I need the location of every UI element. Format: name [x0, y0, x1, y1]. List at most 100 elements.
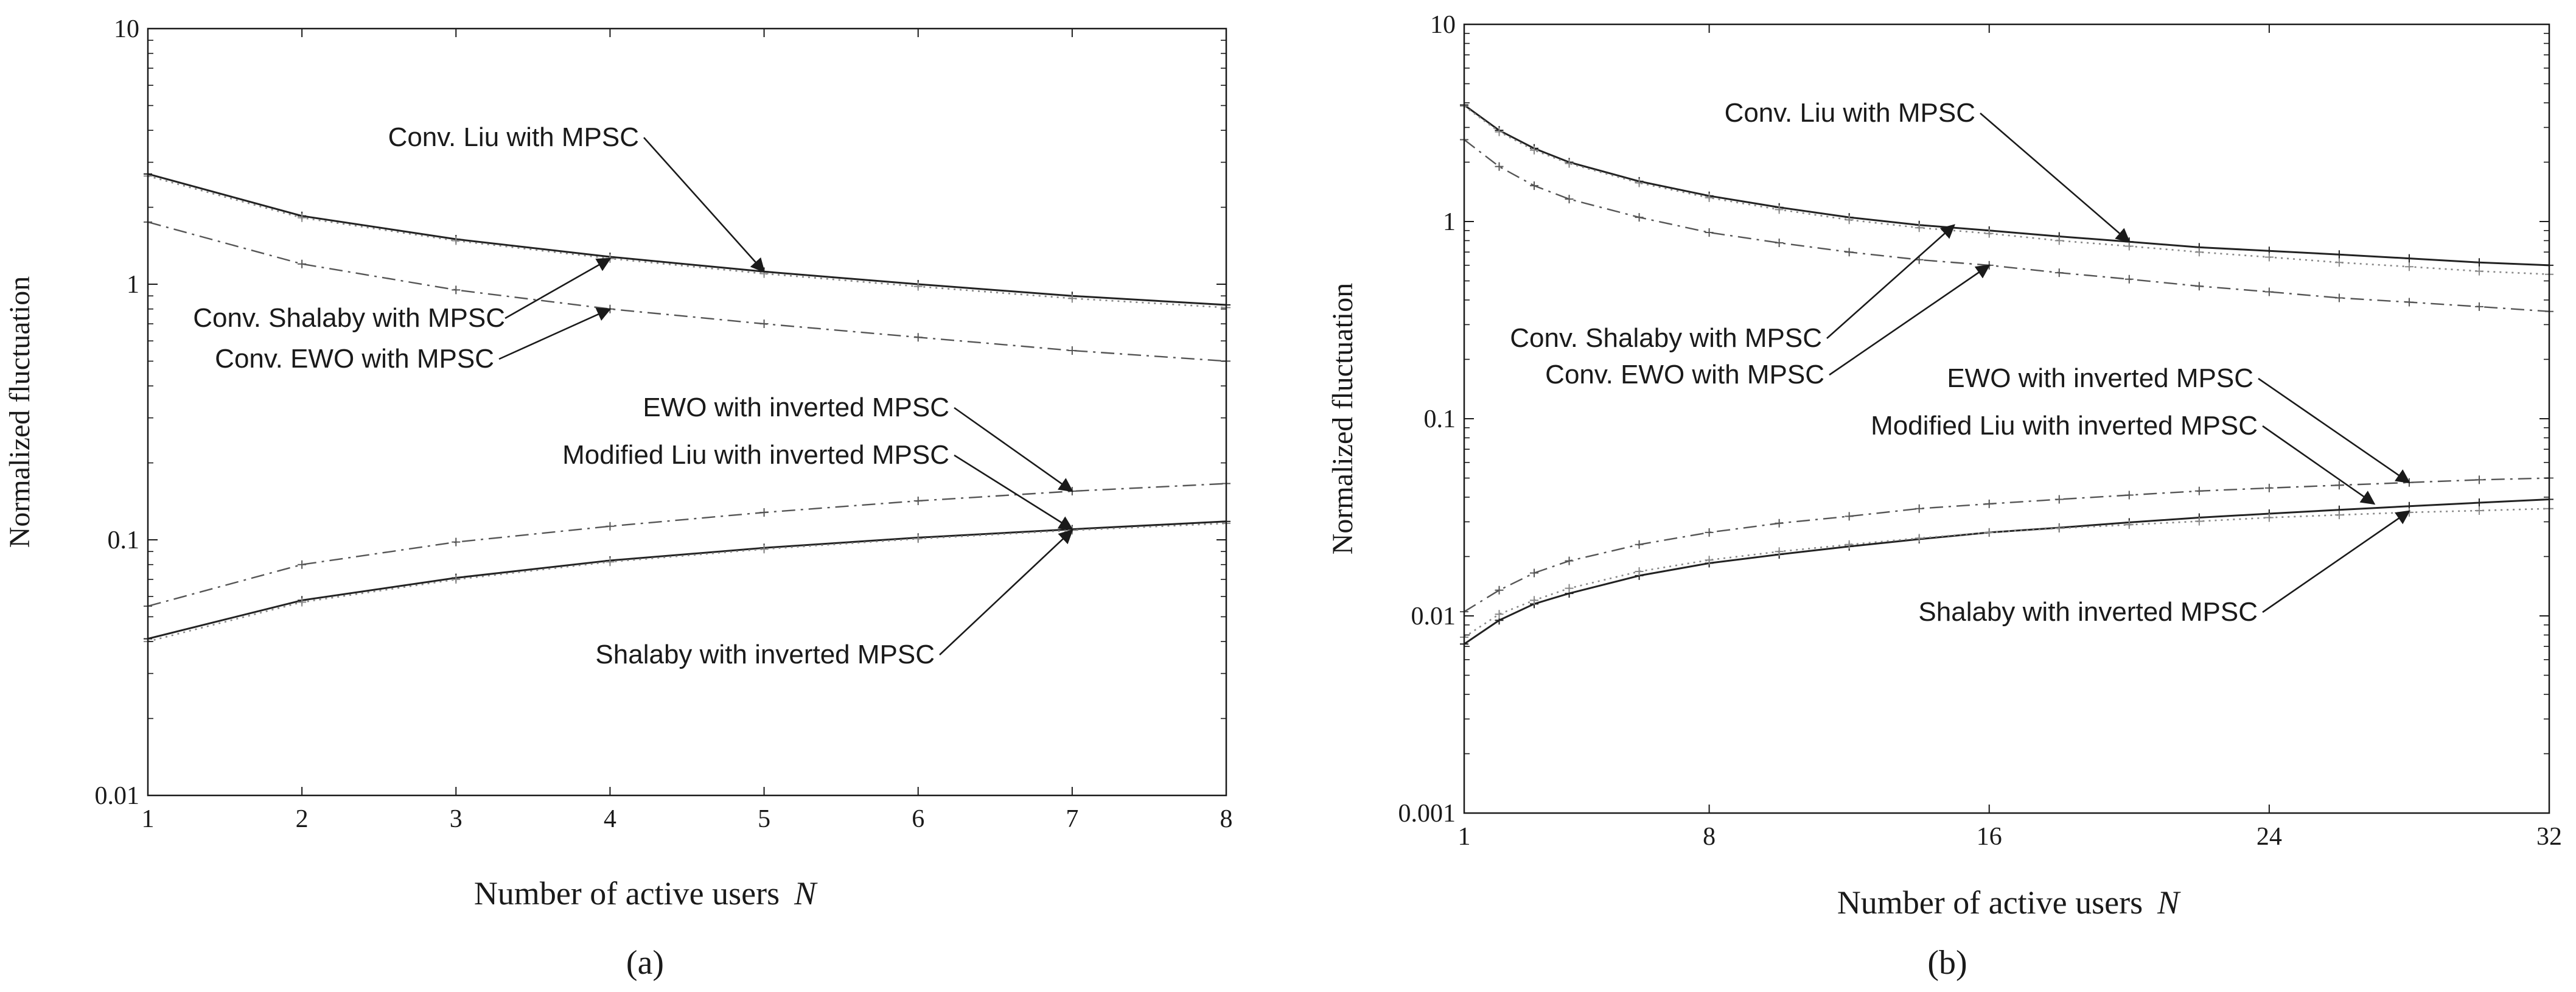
x-tick-label: 32 — [2536, 823, 2562, 851]
series-line — [147, 522, 1227, 643]
data-point-marker — [1845, 215, 1854, 225]
data-point-marker — [1495, 162, 1504, 171]
data-point-marker — [2474, 302, 2484, 311]
data-point-marker — [2474, 258, 2484, 267]
data-point-marker — [1845, 512, 1854, 521]
data-point-marker — [1705, 528, 1714, 537]
plot-frame — [147, 27, 1227, 797]
data-point-marker — [1915, 223, 1924, 232]
x-axis-label: Number of active users N — [474, 875, 818, 912]
data-point-marker — [1565, 556, 1574, 565]
series-line — [1464, 105, 2550, 275]
annotation-shalaby-with-inverted-mpsc: Shalaby with inverted MPSC — [595, 640, 935, 669]
series-conv-shalaby-with-mpsc — [144, 172, 1230, 312]
annotation-conv-liu-with-mpsc: Conv. Liu with MPSC — [388, 122, 639, 152]
annotation-conv-shalaby-with-mpsc: Conv. Shalaby with MPSC — [193, 303, 505, 333]
data-point-marker — [1565, 195, 1574, 204]
y-tick-label: 0.01 — [1411, 603, 1456, 630]
y-tick-label: 0.1 — [1424, 405, 1456, 433]
data-point-marker — [2474, 498, 2484, 508]
x-tick-label: 16 — [1977, 823, 2002, 851]
y-tick-label: 10 — [114, 15, 139, 43]
series-line — [1464, 104, 2550, 267]
panel-label: (b) — [1927, 944, 1967, 982]
data-point-marker — [606, 557, 615, 567]
x-tick-label: 2 — [296, 805, 309, 833]
data-point-marker — [1495, 585, 1504, 595]
data-point-marker — [1635, 213, 1644, 222]
data-point-marker — [1705, 193, 1714, 202]
series-line — [1464, 477, 2550, 613]
data-point-marker — [2054, 236, 2064, 245]
data-point-marker — [2054, 524, 2064, 533]
x-tick-label: 8 — [1703, 823, 1716, 851]
x-tick-label: 7 — [1066, 805, 1078, 833]
annotation-conv-liu-with-mpsc: Conv. Liu with MPSC — [1725, 98, 1975, 128]
data-point-marker — [1915, 534, 1924, 543]
data-point-marker — [2054, 495, 2064, 504]
panel-a: 1 2 3 4 5 6 7 8 0.01 0.1 1 10 Conv. Liu with MPSC Co… — [4, 15, 1233, 982]
data-point-marker — [2124, 491, 2134, 500]
data-point-marker — [298, 598, 307, 607]
data-point-marker — [1530, 568, 1539, 578]
series-line — [147, 175, 1227, 309]
data-point-marker — [913, 333, 923, 342]
y-tick-label: 0.01 — [95, 782, 140, 810]
data-point-marker — [1530, 145, 1539, 155]
annotation-modified-liu-with-inverted-mpsc: Modified Liu with inverted MPSC — [1871, 411, 2258, 441]
annotation-modified-liu-with-inverted-mpsc: Modified Liu with inverted MPSC — [562, 440, 949, 470]
data-point-marker — [2194, 517, 2204, 526]
data-point-marker — [1775, 205, 1784, 214]
annotation-arrow — [1829, 264, 1991, 376]
data-point-marker — [1067, 346, 1077, 355]
data-point-marker — [2474, 267, 2484, 276]
annotation-arrow — [954, 407, 1073, 492]
data-point-marker — [913, 534, 923, 543]
series-line — [1464, 508, 2550, 638]
data-point-marker — [2404, 254, 2414, 263]
annotation-arrow — [643, 137, 766, 273]
data-point-marker — [2194, 486, 2204, 495]
data-point-marker — [913, 497, 923, 506]
annotation-arrow — [939, 529, 1073, 655]
data-point-marker — [759, 320, 769, 329]
data-point-marker — [2404, 262, 2414, 271]
data-point-marker — [2194, 282, 2204, 291]
data-point-marker — [606, 522, 615, 531]
data-point-marker — [2264, 483, 2274, 492]
data-point-marker — [1705, 228, 1714, 237]
data-point-marker — [1067, 294, 1077, 303]
data-point-marker — [2194, 248, 2204, 257]
series-line — [1464, 139, 2550, 312]
data-point-marker — [1915, 504, 1924, 513]
series-line — [147, 520, 1227, 640]
x-tick-label: 4 — [604, 805, 616, 833]
x-axis-label: Number of active users N — [1837, 884, 2181, 921]
x-tick-label: 8 — [1220, 805, 1233, 833]
y-tick-label: 0.1 — [108, 526, 140, 554]
y-axis-label: Normalized fluctuation — [1327, 283, 1359, 555]
annotation-shalaby-with-inverted-mpsc: Shalaby with inverted MPSC — [1918, 597, 2258, 627]
series-line — [147, 221, 1227, 362]
data-point-marker — [1984, 499, 1994, 508]
series-line — [147, 483, 1227, 607]
data-point-marker — [2404, 298, 2414, 307]
data-point-marker — [2474, 506, 2484, 515]
data-point-marker — [1635, 540, 1644, 549]
annotation-arrow — [2258, 377, 2410, 484]
annotation-arrow — [2262, 510, 2410, 613]
panel-label: (a) — [626, 944, 664, 982]
data-point-marker — [1775, 519, 1784, 528]
data-point-marker — [298, 213, 307, 222]
x-tick-label: 6 — [912, 805, 924, 833]
annotation-conv-ewo-with-mpsc: Conv. EWO with MPSC — [215, 344, 494, 374]
data-point-marker — [298, 259, 307, 268]
annotation-ewo-with-inverted-mpsc: EWO with inverted MPSC — [1947, 363, 2253, 393]
data-point-marker — [1775, 238, 1784, 247]
data-point-marker — [2124, 274, 2134, 284]
data-point-marker — [2334, 481, 2344, 490]
data-point-marker — [2474, 475, 2484, 484]
series-conv-liu-with-mpsc — [144, 169, 1230, 309]
series-modified-liu-with-inverted-mpsc — [144, 517, 1230, 643]
